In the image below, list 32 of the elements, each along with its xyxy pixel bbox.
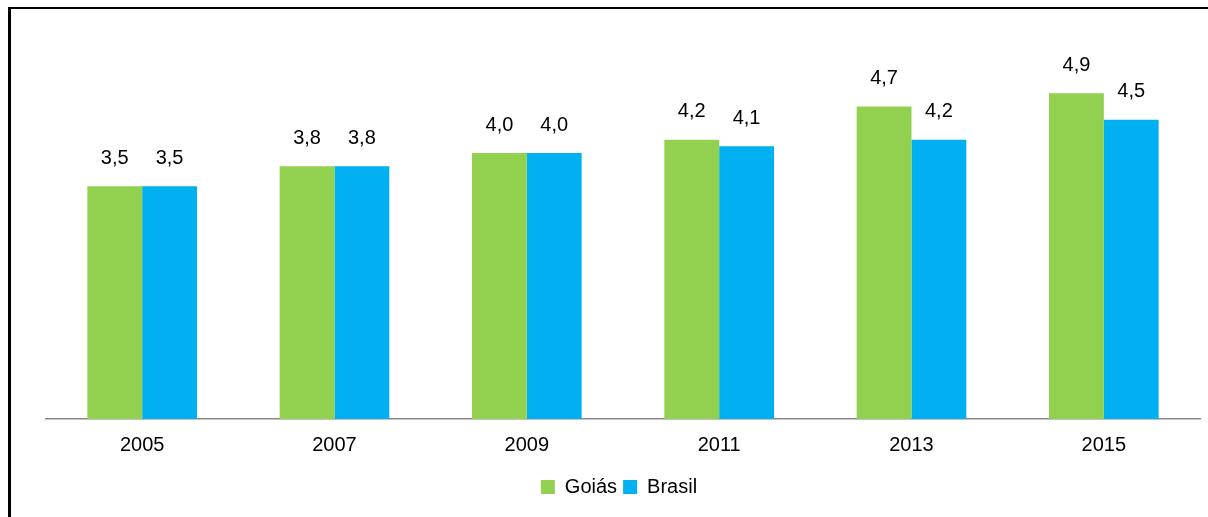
- x-tick-label: 2007: [312, 432, 357, 455]
- data-label: 3,5: [155, 145, 184, 168]
- bar: [911, 139, 967, 419]
- bar: [334, 166, 390, 419]
- bar: [526, 153, 582, 419]
- bar: [664, 139, 720, 419]
- data-label: 3,8: [348, 125, 376, 148]
- data-label: 4,1: [732, 105, 761, 128]
- data-label: 4,0: [540, 112, 569, 135]
- data-label: 3,5: [100, 145, 129, 168]
- bar: [279, 166, 335, 419]
- bar: [87, 186, 143, 419]
- legend-label: Brasil: [647, 474, 698, 497]
- bar: [1103, 119, 1159, 419]
- x-tick-label: 2015: [1081, 432, 1127, 455]
- bar: [719, 146, 774, 419]
- bar: [856, 106, 912, 419]
- x-tick-label: 2005: [119, 432, 165, 455]
- x-tick-label: 2011: [697, 432, 741, 455]
- data-label: 4,7: [870, 65, 898, 88]
- bar: [472, 153, 527, 419]
- bar: [142, 186, 197, 419]
- data-label: 4,0: [485, 112, 514, 135]
- data-label: 4,5: [1117, 79, 1146, 102]
- legend-label: Goiás: [564, 474, 618, 497]
- x-tick-label: 2013: [889, 432, 934, 455]
- bar: [1049, 93, 1104, 419]
- data-label: 4,9: [1062, 52, 1091, 75]
- data-label: 3,8: [293, 125, 321, 148]
- x-tick-label: 2009: [504, 432, 550, 455]
- data-label: 4,2: [925, 99, 953, 122]
- data-label: 4,2: [677, 99, 706, 122]
